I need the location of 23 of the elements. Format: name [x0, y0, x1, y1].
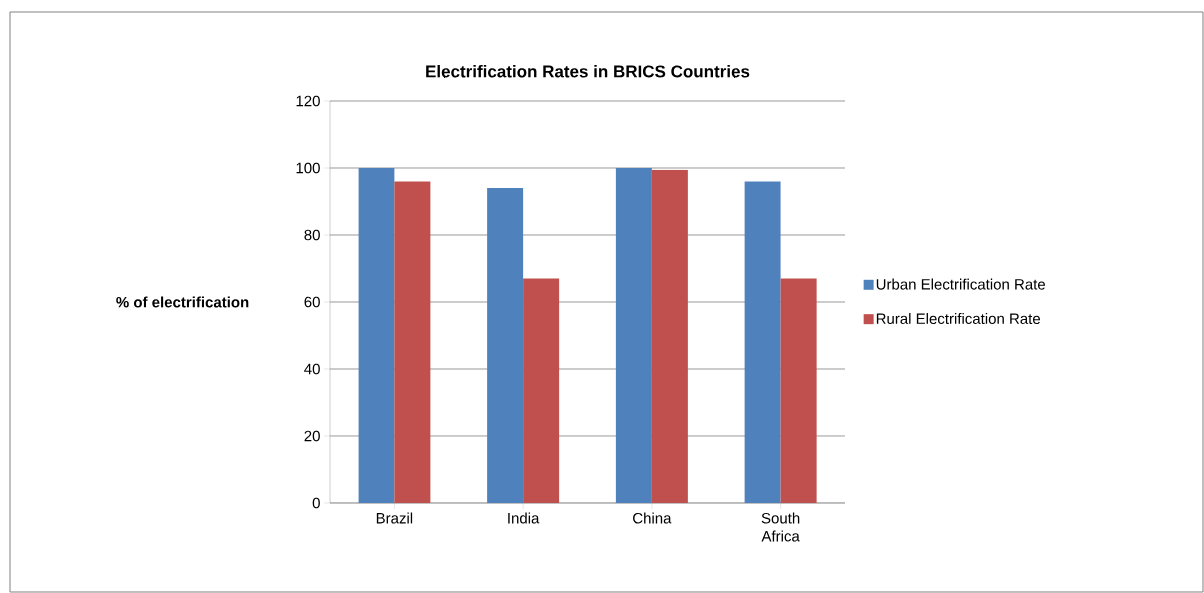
bar: [744, 181, 781, 503]
legend-label: Urban Electrification Rate: [876, 278, 1046, 290]
y-tick-label: 40: [304, 363, 320, 375]
bar: [615, 167, 652, 503]
y-tick-label: 120: [296, 95, 320, 107]
bar: [358, 167, 395, 503]
y-tick-label: 0: [312, 497, 320, 509]
bar: [651, 169, 688, 503]
x-tick-label: South Africa: [761, 512, 800, 542]
y-tick-label: 20: [304, 430, 320, 442]
bar: [523, 278, 560, 503]
bar: [487, 188, 524, 503]
bar: [394, 181, 431, 503]
y-tick-label: 100: [296, 162, 320, 174]
y-axis-title: % of electrification: [116, 296, 249, 308]
x-tick-label: India: [508, 512, 540, 524]
legend-label: Rural Electrification Rate: [876, 312, 1041, 324]
chart-title: Electrification Rates in BRICS Countries: [426, 64, 750, 78]
y-tick-label: 80: [304, 229, 320, 241]
bar: [780, 278, 817, 503]
x-tick-label: China: [633, 512, 672, 524]
y-tick-label: 60: [304, 296, 320, 308]
x-tick-label: Brazil: [376, 512, 413, 524]
